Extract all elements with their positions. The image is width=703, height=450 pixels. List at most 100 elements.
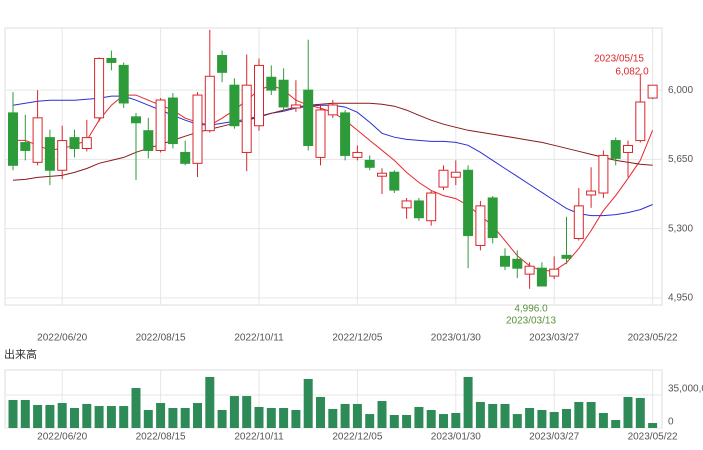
candle-body [192,94,203,164]
candle-body [278,79,289,108]
volume-bar [402,414,412,428]
candle-body [143,130,154,151]
x-tick-label: 2022/12/05 [332,432,382,443]
candle-body [389,171,400,191]
volume-bar [20,399,30,428]
candle-body [254,64,264,127]
x-tick-label: 2022/12/05 [332,333,382,344]
volume-bar [574,401,584,428]
volume-bar [156,403,166,428]
candle-body [44,137,55,171]
candle-body [94,57,105,119]
x-tick-label: 2022/06/20 [37,333,87,344]
volume-bar [70,408,79,428]
x-tick-label: 2022/08/15 [136,432,186,443]
volume-bar [586,401,596,428]
volume-tick-label: 35,000,000 [668,384,703,395]
x-tick-label: 2023/05/22 [628,432,678,443]
candle-body [32,117,43,163]
candle-body [155,99,166,151]
candle-body [487,197,498,239]
candle-body [500,255,510,267]
volume-bar [414,406,424,428]
candle-body [290,104,301,109]
y-tick-label: 6,000 [668,85,693,96]
y-tick-label: 5,650 [668,154,693,165]
volume-bar [439,414,448,428]
y-tick-label: 5,300 [668,223,693,234]
candle-body [327,104,338,116]
candle-body [81,137,92,149]
price-frame [4,27,663,306]
volume-bar [365,414,375,428]
volume-bar [33,404,43,428]
volume-bar [279,408,289,428]
volume-bar [500,403,510,428]
volume-bar [45,404,55,428]
volume-bar [352,403,362,428]
candle-body [561,254,572,259]
volume-bar [303,378,313,428]
volume-bar [94,406,104,428]
candle-body [106,57,117,63]
candle-body [180,151,191,164]
volume-bar [562,408,571,428]
candle-body [364,159,375,168]
x-tick-label: 2022/10/11 [234,432,284,443]
volume-bar [340,403,350,428]
volume-bar [291,409,301,428]
volume-bar [205,376,215,428]
annotation-value: 6,082.0 [615,67,649,78]
candle-body [536,267,547,287]
candle-body [69,137,80,149]
candle-body [167,97,178,145]
volume-bar [426,409,436,428]
candle-body [450,171,461,178]
volume-bar [512,414,522,428]
volume-title: 出来高 [4,347,37,361]
volume-bar [217,409,227,428]
x-tick-label: 2022/08/15 [136,333,186,344]
x-tick-label: 2022/10/11 [234,333,284,344]
volume-bar [8,399,18,428]
candle-body [512,258,523,269]
volume-bar [451,413,461,428]
x-tick-label: 2023/01/30 [431,333,481,344]
x-tick-label: 2023/03/27 [529,432,579,443]
volume-bar [229,396,239,428]
candle-body [217,55,228,73]
volume-bar [623,396,633,428]
candle-body [549,268,560,277]
candle-body [315,109,326,158]
candle-body [438,169,449,188]
volume-tick-label: 0 [668,417,674,428]
candle-body [303,89,314,147]
x-tick-label: 2022/06/20 [37,432,87,443]
candle-body [131,116,141,124]
volume-bar [488,403,498,428]
annotation-date: 2023/03/13 [506,315,556,326]
candle-body [229,84,240,127]
volume-bar [143,409,153,428]
candle-body [118,64,129,104]
y-tick-label: 4,950 [668,293,693,304]
candle-body [352,151,363,158]
volume-bar [525,408,535,428]
volume-bar [82,403,92,428]
volume-bar [266,408,276,428]
candle-body [401,200,412,209]
volume-bar [389,414,399,428]
volume-bar [635,398,645,428]
candle-body [524,265,535,275]
volume-bar [648,423,658,428]
volume-bar [254,406,264,428]
volume-bar [316,396,325,428]
candle-body [573,205,584,240]
candle-body [586,190,597,196]
volume-bar [537,409,547,428]
candle-body [266,76,277,91]
candle-body [426,192,437,222]
candle-body [241,84,252,153]
candle-body [413,200,424,219]
